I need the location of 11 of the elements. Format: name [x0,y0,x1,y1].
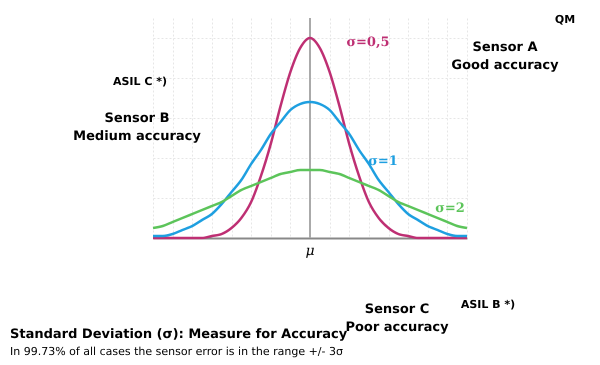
annotation: Sensor A Good accuracy [451,40,560,73]
text: ASIL B *) [460,298,516,311]
series-label: σ=0,5 [346,35,390,50]
text: In 99.73% of all cases the sensor error is in the range +/- 3σ [10,345,343,358]
series-label: σ=2 [435,201,465,216]
annotation: Sensor B Medium accuracy [73,111,202,144]
text: Standard Deviation (σ): Measure for Accuracy [10,327,348,342]
text: QM [554,13,576,26]
text: μ [305,243,315,259]
series-label: σ=1 [368,154,398,169]
annotation: ASIL C *) [112,75,168,88]
